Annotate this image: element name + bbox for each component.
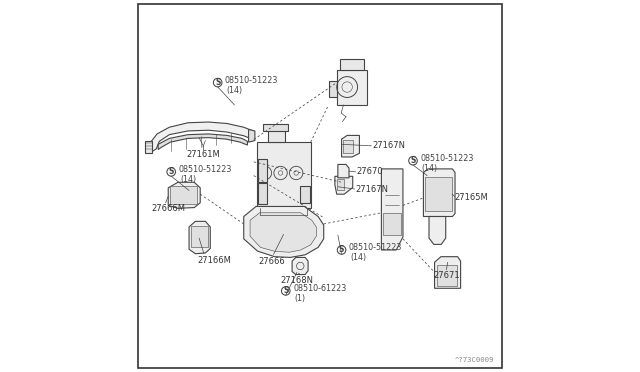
- Text: ^?73C0009: ^?73C0009: [455, 357, 494, 363]
- Polygon shape: [381, 169, 403, 250]
- Polygon shape: [151, 122, 253, 153]
- Polygon shape: [328, 81, 337, 97]
- Polygon shape: [145, 141, 152, 153]
- Text: S: S: [215, 78, 220, 87]
- Polygon shape: [158, 134, 248, 150]
- Bar: [344, 140, 353, 153]
- Bar: [337, 179, 344, 190]
- Text: (14): (14): [180, 175, 196, 184]
- Polygon shape: [338, 164, 349, 178]
- Bar: [170, 186, 197, 204]
- Polygon shape: [248, 129, 255, 142]
- Polygon shape: [340, 59, 364, 70]
- Polygon shape: [337, 70, 367, 105]
- Polygon shape: [264, 124, 289, 131]
- Bar: [437, 265, 457, 286]
- Polygon shape: [168, 182, 200, 208]
- Polygon shape: [424, 169, 455, 217]
- Text: (1): (1): [294, 294, 306, 303]
- Text: 08510-51223: 08510-51223: [225, 76, 278, 85]
- Bar: [300, 186, 310, 203]
- Text: (14): (14): [227, 86, 243, 94]
- Polygon shape: [292, 257, 308, 275]
- Text: 08510-51223: 08510-51223: [420, 154, 474, 163]
- Text: 27666: 27666: [259, 257, 285, 266]
- Text: 27161M: 27161M: [186, 150, 220, 158]
- Text: (14): (14): [350, 253, 367, 262]
- Polygon shape: [268, 126, 285, 142]
- Bar: [425, 177, 452, 211]
- Polygon shape: [250, 213, 316, 252]
- Text: 27666M: 27666M: [152, 204, 186, 213]
- Polygon shape: [189, 221, 211, 254]
- Text: S: S: [283, 286, 289, 295]
- Text: 27670: 27670: [356, 167, 383, 176]
- Bar: [257, 159, 267, 182]
- Polygon shape: [435, 257, 461, 288]
- Bar: [257, 183, 267, 204]
- Text: 08510-51223: 08510-51223: [179, 165, 232, 174]
- Text: S: S: [168, 167, 174, 176]
- Text: 27168N: 27168N: [280, 276, 313, 285]
- Text: 08510-61223: 08510-61223: [293, 284, 346, 293]
- Text: S: S: [339, 246, 344, 254]
- Polygon shape: [257, 142, 310, 208]
- Text: (14): (14): [422, 164, 438, 173]
- Polygon shape: [342, 135, 360, 157]
- Text: 27167N: 27167N: [372, 141, 405, 150]
- Text: 27671: 27671: [433, 271, 460, 280]
- Text: 27165M: 27165M: [454, 193, 488, 202]
- Text: S: S: [410, 156, 416, 165]
- Polygon shape: [335, 176, 353, 194]
- Text: 27167N: 27167N: [355, 185, 388, 194]
- Polygon shape: [429, 217, 445, 244]
- Bar: [383, 213, 401, 235]
- Bar: [191, 226, 207, 247]
- Text: 27166M: 27166M: [197, 256, 231, 265]
- Polygon shape: [244, 206, 324, 257]
- Text: 08510-51223: 08510-51223: [349, 243, 402, 252]
